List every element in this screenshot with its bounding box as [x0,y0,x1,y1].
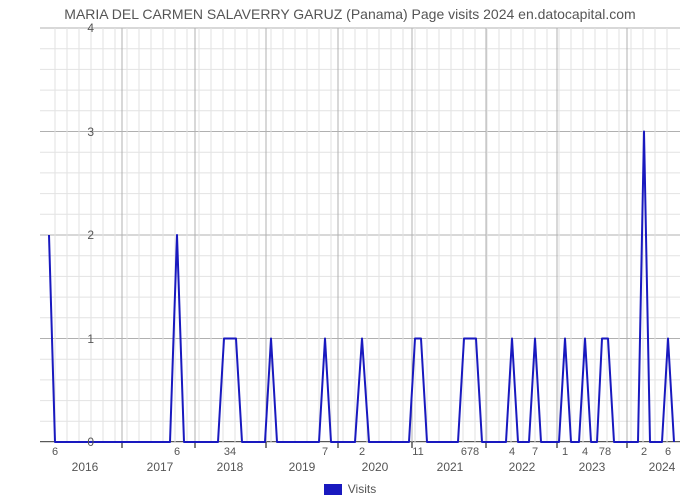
secondary-x-label: 7 [532,446,538,458]
y-tick-label: 0 [68,435,94,449]
legend-label: Visits [348,482,376,496]
secondary-x-label: 78 [599,446,611,458]
legend: Visits [0,482,700,496]
legend-swatch [324,484,342,495]
y-tick-label: 4 [68,21,94,35]
year-tick-label: 2022 [509,460,536,474]
chart-title: MARIA DEL CARMEN SALAVERRY GARUZ (Panama… [0,6,700,22]
year-tick-label: 2019 [289,460,316,474]
year-tick-label: 2020 [362,460,389,474]
secondary-x-label: 4 [509,446,515,458]
plot-area [40,28,680,442]
secondary-x-label: 6 [174,446,180,458]
plot-svg [40,28,680,442]
secondary-x-label: 2 [641,446,647,458]
year-tick-label: 2021 [437,460,464,474]
y-tick-label: 3 [68,125,94,139]
secondary-x-label: 11 [412,446,423,458]
year-tick-label: 2023 [579,460,606,474]
y-tick-label: 1 [68,332,94,346]
secondary-x-label: 4 [582,446,588,458]
chart-container: MARIA DEL CARMEN SALAVERRY GARUZ (Panama… [0,0,700,500]
secondary-x-label: 34 [224,446,236,458]
year-tick-label: 2017 [147,460,174,474]
secondary-x-label: 1 [562,446,568,458]
secondary-x-label: 678 [461,446,479,458]
secondary-x-label: 2 [359,446,365,458]
year-tick-label: 2024 [649,460,676,474]
year-tick-label: 2016 [72,460,99,474]
year-tick-label: 2018 [217,460,244,474]
secondary-x-label: 7 [322,446,328,458]
y-tick-label: 2 [68,228,94,242]
secondary-x-label: 6 [665,446,671,458]
secondary-x-label: 6 [52,446,58,458]
